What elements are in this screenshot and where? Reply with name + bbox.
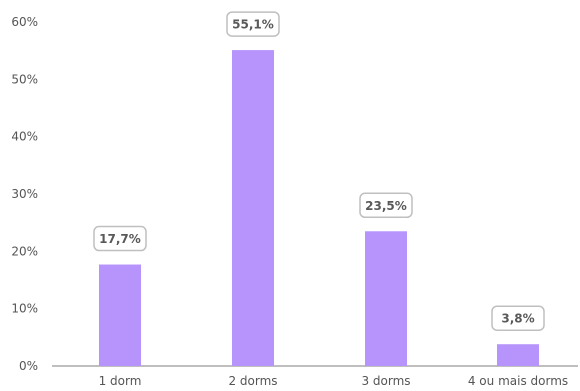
y-tick-label: 30% — [11, 187, 38, 201]
y-tick-label: 20% — [11, 244, 38, 258]
x-category-label: 2 dorms — [228, 374, 277, 388]
bar — [99, 264, 141, 366]
x-category-label: 4 ou mais dorms — [468, 374, 568, 388]
data-label: 3,8% — [501, 312, 534, 326]
y-tick-label: 40% — [11, 130, 38, 144]
data-label-box — [359, 192, 413, 219]
data-label-box — [93, 225, 147, 252]
x-category-label: 3 dorms — [361, 374, 410, 388]
data-label: 17,7% — [99, 232, 141, 246]
data-labels: 17,7% 55,1% 23,5% 3,8% — [93, 11, 545, 331]
y-axis-ticks: 0% 10% 20% 30% 40% 50% 60% — [11, 15, 38, 373]
bar — [365, 231, 407, 366]
data-label-box — [491, 305, 545, 331]
data-label-box — [226, 11, 280, 37]
y-tick-label: 60% — [11, 15, 38, 29]
x-category-label: 1 dorm — [99, 374, 142, 388]
data-label: 23,5% — [365, 199, 407, 213]
bar — [497, 344, 539, 366]
category-labels: 1 dorm 2 dorms 3 dorms 4 ou mais dorms — [99, 374, 569, 388]
y-tick-label: 10% — [11, 302, 38, 316]
data-label: 55,1% — [232, 18, 274, 32]
y-tick-label: 50% — [11, 72, 38, 86]
bars — [99, 50, 539, 367]
y-tick-label: 0% — [19, 359, 38, 373]
bar — [232, 50, 274, 367]
